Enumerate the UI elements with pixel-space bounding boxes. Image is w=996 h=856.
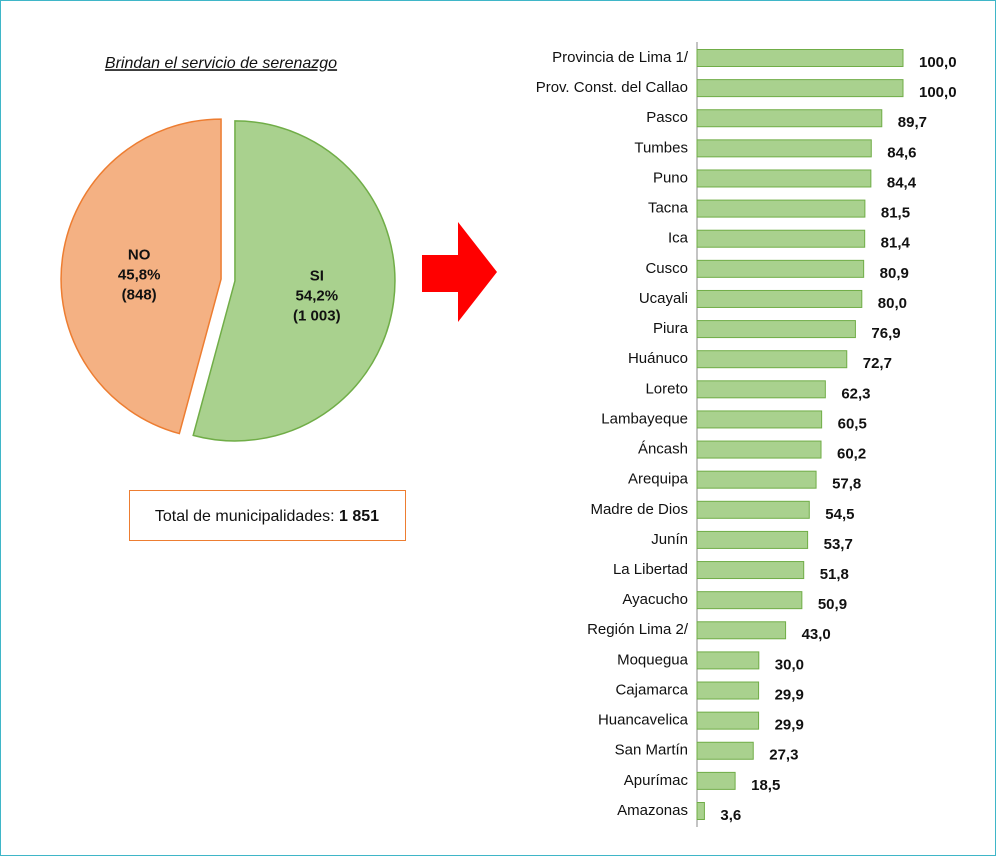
category-label: Amazonas	[617, 802, 688, 819]
category-label: Huancavelica	[598, 712, 689, 729]
category-label: Huánuco	[628, 350, 688, 367]
value-label: 18,5	[751, 777, 780, 794]
value-label: 43,0	[802, 626, 831, 643]
bar	[696, 591, 803, 610]
bar	[696, 350, 848, 369]
bar	[696, 500, 810, 519]
category-label: Ayacucho	[622, 591, 688, 608]
category-label: Cusco	[645, 260, 688, 277]
value-label: 80,9	[880, 265, 909, 282]
category-label: Moquegua	[617, 651, 689, 668]
slice-count: (1 003)	[293, 307, 341, 324]
bar	[696, 530, 809, 549]
bar	[696, 79, 904, 98]
bar	[696, 681, 760, 700]
bar	[696, 561, 805, 580]
bar	[696, 470, 817, 489]
slice-count: (848)	[122, 286, 157, 303]
value-label: 81,5	[881, 205, 910, 222]
bar	[696, 440, 822, 459]
value-label: 54,5	[825, 506, 854, 523]
slice-name: SI	[310, 267, 324, 284]
category-label: Puno	[653, 169, 688, 186]
bar	[696, 169, 872, 188]
bar	[696, 289, 863, 308]
value-label: 29,9	[775, 717, 804, 734]
category-label: La Libertad	[613, 561, 688, 578]
bar	[696, 410, 823, 429]
value-label: 57,8	[832, 476, 861, 493]
bar	[696, 259, 865, 278]
bar	[696, 49, 904, 67]
category-label: Provincia de Lima 1/	[552, 49, 689, 66]
slice-percent: 54,2%	[296, 287, 339, 304]
bar	[696, 229, 866, 248]
total-box	[129, 490, 406, 541]
value-label: 29,9	[775, 686, 804, 703]
value-label: 62,3	[841, 385, 870, 402]
arrow	[422, 222, 497, 322]
value-label: 84,6	[887, 144, 916, 161]
bar	[696, 802, 705, 820]
pie-slice	[60, 118, 222, 435]
value-label: 60,2	[837, 446, 866, 463]
value-label: 30,0	[775, 656, 804, 673]
value-label: 72,7	[863, 355, 892, 372]
value-label: 60,5	[838, 415, 867, 432]
category-label: Lambayeque	[601, 410, 688, 427]
bar	[696, 651, 760, 670]
bar	[696, 711, 760, 730]
slice-name: NO	[128, 246, 151, 263]
category-label: Arequipa	[628, 471, 689, 488]
value-label: 76,9	[871, 325, 900, 342]
category-label: Junín	[651, 531, 688, 548]
value-label: 81,4	[881, 235, 911, 252]
total-caption: Total de municipalidades:	[155, 508, 335, 525]
total-value: 1 851	[339, 508, 379, 525]
category-label: Prov. Const. del Callao	[536, 79, 688, 96]
bar	[696, 380, 826, 399]
category-label: San Martín	[615, 742, 688, 759]
value-label: 100,0	[919, 84, 957, 101]
category-label: Pasco	[646, 109, 688, 126]
pie-title: Brindan el servicio de serenazgo	[105, 55, 337, 72]
category-label: Ucayali	[639, 290, 688, 307]
value-label: 27,3	[769, 747, 798, 764]
category-label: Cajamarca	[615, 681, 688, 698]
category-label: Ica	[668, 230, 689, 247]
category-label: Apurímac	[624, 772, 689, 789]
value-label: 89,7	[898, 114, 927, 131]
slice-percent: 45,8%	[118, 266, 161, 283]
value-label: 53,7	[824, 536, 853, 553]
total-text: Total de municipalidades: 1 851	[155, 508, 379, 525]
value-label: 3,6	[720, 807, 741, 824]
category-label: Piura	[653, 320, 689, 337]
value-label: 51,8	[820, 566, 849, 583]
bar	[696, 109, 883, 128]
category-label: Madre de Dios	[590, 501, 688, 518]
category-label: Tumbes	[634, 139, 688, 156]
value-label: 84,4	[887, 174, 917, 191]
category-label: Loreto	[645, 380, 688, 397]
bar	[696, 741, 754, 760]
category-label: Áncash	[638, 441, 688, 458]
pie-slice	[192, 120, 396, 442]
category-label: Tacna	[648, 200, 689, 217]
category-label: Región Lima 2/	[587, 621, 689, 638]
value-label: 100,0	[919, 54, 957, 71]
bar	[696, 199, 866, 218]
value-label: 80,0	[878, 295, 907, 312]
bar	[696, 771, 736, 790]
value-label: 50,9	[818, 596, 847, 613]
bar	[696, 320, 856, 339]
bar	[696, 621, 787, 640]
bar	[696, 139, 872, 158]
